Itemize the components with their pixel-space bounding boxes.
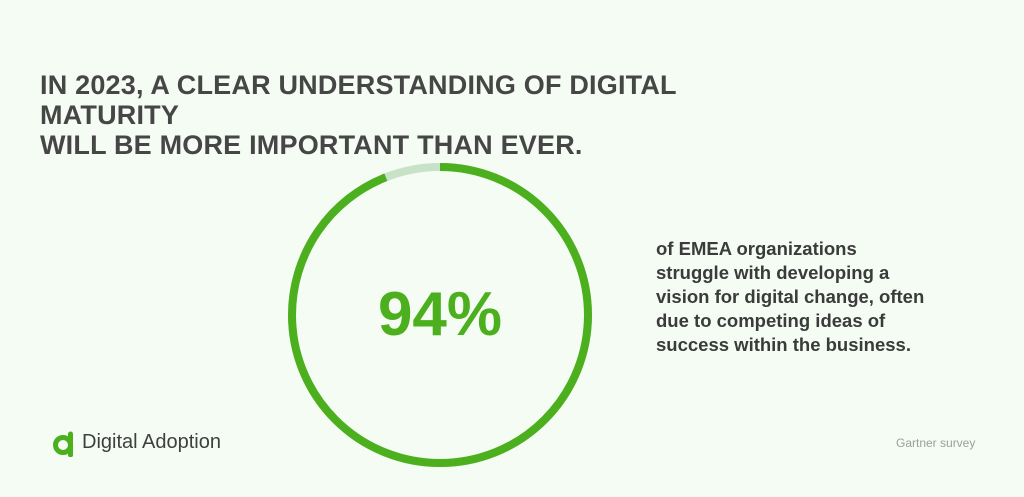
brand-name: Digital Adoption [82, 430, 221, 453]
brand-logo: Digital Adoption [52, 427, 221, 457]
headline: IN 2023, A CLEAR UNDERSTANDING OF DIGITA… [40, 70, 800, 160]
headline-line-1: IN 2023, A CLEAR UNDERSTANDING OF DIGITA… [40, 70, 677, 130]
ring-progress [288, 163, 592, 467]
percentage-value: 94% [378, 280, 502, 349]
source-credit: Gartner survey [896, 436, 976, 450]
stat-description-line: due to competing ideas of [656, 310, 886, 331]
digital-adoption-logo-icon [53, 431, 73, 457]
stat-description-line: struggle with developing a [656, 262, 890, 283]
stat-description-line: of EMEA organizations [656, 238, 857, 259]
headline-line-2: WILL BE MORE IMPORTANT THAN EVER. [40, 130, 583, 160]
stat-description-line: vision for digital change, often [656, 286, 925, 307]
stat-description: of EMEA organizations struggle with deve… [656, 237, 956, 357]
stat-description-line: success within the business. [656, 334, 911, 355]
